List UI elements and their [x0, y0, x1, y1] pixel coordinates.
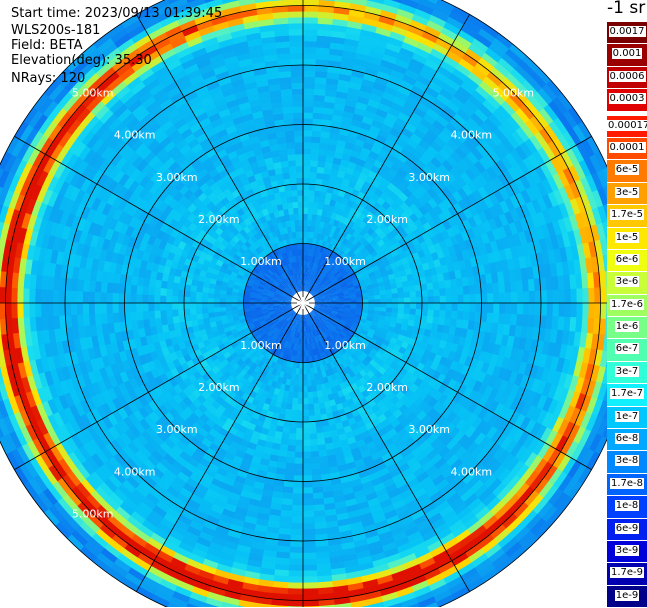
- colorbar-label: 0.0001: [608, 141, 646, 153]
- range-ring-label: 2.00km: [198, 213, 240, 226]
- colorbar-cell: 1e-6: [607, 317, 647, 340]
- colorbar-label: 0.0003: [608, 93, 646, 105]
- nrays-label: NRays: 120: [11, 71, 86, 86]
- start-time-label: Start time: 2023/09/13 01:39:45: [11, 6, 223, 21]
- instrument-label: WLS200s-181: [11, 23, 101, 38]
- range-ring-label: 5.00km: [72, 507, 114, 520]
- colorbar-cell: 3e-6: [607, 272, 647, 295]
- azimuth-spokes: [0, 0, 607, 607]
- colorbar-cell: 0.0017: [607, 22, 647, 45]
- colorbar-cell: 1e-8: [607, 496, 647, 519]
- colorbar-cell: 3e-8: [607, 451, 647, 474]
- azimuth-spoke: [136, 302, 304, 592]
- colorbar-label: 6e-7: [614, 343, 640, 355]
- range-ring-label: 3.00km: [408, 423, 450, 436]
- field-label: Field: BETA: [11, 38, 83, 53]
- colorbar-label: 3e-7: [614, 365, 640, 377]
- range-ring-label: 1.00km: [240, 339, 282, 352]
- colorbar-cell: 6e-7: [607, 339, 647, 362]
- colorbar-label: 1e-9: [614, 589, 640, 601]
- colorbar-label: 6e-8: [614, 433, 640, 445]
- colorbar-label: 3e-6: [614, 276, 640, 288]
- center-marker: [297, 300, 309, 306]
- colorbar-label: 1e-6: [614, 321, 640, 333]
- colorbar-label: 1.7e-6: [609, 298, 645, 310]
- colorbar-cell: 1e-7: [607, 406, 647, 430]
- azimuth-spoke: [302, 14, 470, 304]
- range-ring-label: 5.00km: [493, 87, 535, 100]
- colorbar-cell: 0.00017: [607, 115, 647, 138]
- beta-heatmap-cells: [0, 0, 607, 607]
- azimuth-spoke: [302, 302, 470, 592]
- range-ring-label: 4.00km: [451, 129, 493, 142]
- colorbar-cell: 6e-5: [607, 160, 647, 183]
- colorbar-cell: 3e-5: [607, 182, 647, 206]
- colorbar-cell: 0.0006: [607, 66, 647, 90]
- colorbar-label: 1e-7: [614, 410, 640, 422]
- colorbar-label: 1.7e-7: [609, 388, 645, 400]
- colorbar-cell: 3e-9: [607, 540, 647, 564]
- colorbar-cell: 6e-9: [607, 518, 647, 541]
- colorbar-cell: 1.7e-8: [607, 473, 647, 497]
- colorbar-cell: 0.0001: [607, 137, 647, 161]
- range-ring-label: 3.00km: [156, 171, 198, 184]
- azimuth-spoke: [136, 14, 304, 304]
- colorbar-label: 1e-8: [614, 500, 640, 512]
- colorbar-cell: 1e-9: [607, 585, 647, 608]
- colorbar: 0.0017 0.001 0.0006 0.0003 0.00017 0.0001 6e-5…: [607, 22, 647, 608]
- colorbar-cell: 1.7e-6: [607, 294, 647, 318]
- colorbar-cell: 3e-7: [607, 361, 647, 385]
- azimuth-spoke: [14, 136, 304, 304]
- colorbar-label: 1.7e-5: [609, 209, 645, 221]
- colorbar-label: 1.7e-8: [609, 477, 645, 489]
- azimuth-spoke: [14, 302, 304, 470]
- range-ring-label: 5.00km: [72, 87, 114, 100]
- colorbar-label: 3e-8: [614, 455, 640, 467]
- colorbar-label: 6e-6: [614, 253, 640, 265]
- range-ring-label: 2.00km: [366, 213, 408, 226]
- colorbar-cell: 1.7e-9: [607, 563, 647, 586]
- range-ring-label: 1.00km: [324, 255, 366, 268]
- colorbar-cell: 0.0003: [607, 89, 647, 112]
- ppi-plot: 1.00km 1.00km 1.00km 1.00km 2.00km 2.00km 2.00…: [0, 0, 607, 607]
- colorbar-cell: 6e-6: [607, 249, 647, 273]
- colorbar-label: 0.0006: [608, 70, 646, 82]
- colorbar-label: 6e-9: [614, 522, 640, 534]
- colorbar-units: -1 sr: [607, 0, 646, 18]
- colorbar-label: 3e-5: [614, 186, 640, 198]
- range-ring-label: 4.00km: [114, 129, 156, 142]
- colorbar-label: 0.00017: [607, 119, 647, 132]
- azimuth-spoke: [302, 302, 592, 470]
- azimuth-spoke: [302, 136, 592, 304]
- range-ring-label: 4.00km: [114, 465, 156, 478]
- colorbar-label: 6e-5: [614, 164, 640, 176]
- range-ring-label: 3.00km: [156, 423, 198, 436]
- range-ring-label: 4.00km: [451, 465, 493, 478]
- colorbar-label: 0.0017: [608, 26, 646, 37]
- range-ring-labels: 1.00km 1.00km 1.00km 1.00km 2.00km 2.00km 2.00…: [72, 87, 534, 521]
- colorbar-cell: 1e-5: [607, 227, 647, 250]
- colorbar-label: 3e-9: [614, 544, 640, 556]
- range-ring-label: 1.00km: [240, 255, 282, 268]
- elevation-label: Elevation(deg): 35.30: [11, 53, 152, 68]
- colorbar-label: 1.7e-9: [609, 567, 645, 579]
- colorbar-cell: 1.7e-5: [607, 205, 647, 228]
- range-ring-label: 1.00km: [324, 339, 366, 352]
- colorbar-label: 0.001: [611, 48, 643, 60]
- range-ring-label: 2.00km: [198, 381, 240, 394]
- colorbar-cell: 1.7e-7: [607, 384, 647, 407]
- range-ring-label: 2.00km: [366, 381, 408, 394]
- range-ring-label: 3.00km: [408, 171, 450, 184]
- colorbar-cell: 6e-8: [607, 429, 647, 452]
- colorbar-label: 1e-5: [614, 231, 640, 243]
- colorbar-cell: 0.001: [607, 44, 647, 67]
